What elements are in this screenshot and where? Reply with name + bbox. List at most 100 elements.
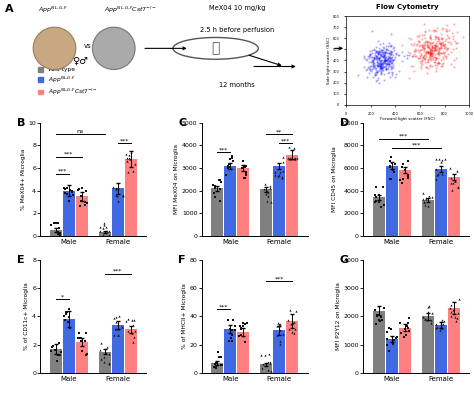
Point [377,61,384,68]
Point [430,59,438,66]
Point [276,341,283,347]
Point [427,46,434,52]
Point [237,323,244,330]
Point [381,52,388,59]
Point [444,39,452,45]
Point [379,51,386,58]
Point [212,359,219,366]
Point [417,64,425,71]
Point [372,44,380,50]
Point [431,47,439,54]
Point [74,334,82,341]
Point [374,54,381,60]
Point [373,312,381,318]
Point [441,49,448,55]
Point [424,42,431,48]
Point [239,165,246,171]
Point [380,56,387,63]
Point [431,42,438,48]
Point [292,307,300,314]
Point [385,347,392,354]
Point [383,61,390,67]
Point [437,40,445,47]
Point [436,45,443,51]
Point [435,33,442,40]
Point [420,46,428,52]
Point [381,49,389,55]
Point [390,337,398,343]
Text: ***: *** [58,169,67,174]
Point [386,43,393,50]
Point [290,145,298,151]
Bar [99,351,111,373]
Point [434,51,441,57]
Point [381,71,388,77]
Point [386,54,394,60]
Point [383,61,391,67]
Point [428,53,436,60]
Point [430,47,438,54]
Point [64,318,72,325]
Point [78,348,86,354]
Point [381,53,388,59]
Point [420,56,428,62]
Point [426,32,434,39]
Point [54,352,62,359]
Point [228,155,236,162]
Point [242,170,250,177]
Point [379,47,387,54]
Point [375,48,383,55]
Point [395,52,403,58]
Point [374,60,382,66]
Point [284,317,292,323]
Point [372,67,379,73]
Point [111,326,118,332]
Point [376,54,384,60]
Point [421,28,429,35]
Point [383,56,391,63]
Point [424,49,432,55]
Point [420,31,428,38]
Point [384,60,392,67]
Point [418,42,426,48]
Point [241,339,249,346]
Point [387,41,394,48]
Point [257,352,265,358]
Point [291,154,298,161]
Point [451,38,459,44]
Point [110,332,118,338]
Point [276,169,284,176]
Point [414,55,422,61]
Point [383,57,391,64]
Point [237,324,245,331]
Point [377,60,385,66]
Point [103,344,111,350]
Point [365,69,373,76]
Point [373,69,380,75]
Point [382,50,389,56]
Point [405,52,413,58]
Point [432,165,440,172]
Point [369,74,377,81]
Text: ***: *** [219,147,228,152]
Point [224,165,232,171]
Point [371,307,379,314]
Point [96,224,104,231]
Point [387,56,394,62]
Point [374,63,382,69]
Point [438,26,446,32]
Point [378,66,386,73]
Point [123,155,131,162]
Point [415,43,423,49]
Point [431,57,438,63]
Point [50,220,58,226]
Point [387,62,394,69]
Point [438,56,445,63]
Text: Genotype effect -  ***
Sex x Genotype -  *
Sex effect -  ns: Genotype effect - *** Sex x Genotype - *… [227,272,283,292]
Point [216,186,224,193]
Point [425,304,432,311]
Point [426,46,433,53]
Point [382,62,389,69]
Point [258,365,265,371]
Point [369,58,377,64]
